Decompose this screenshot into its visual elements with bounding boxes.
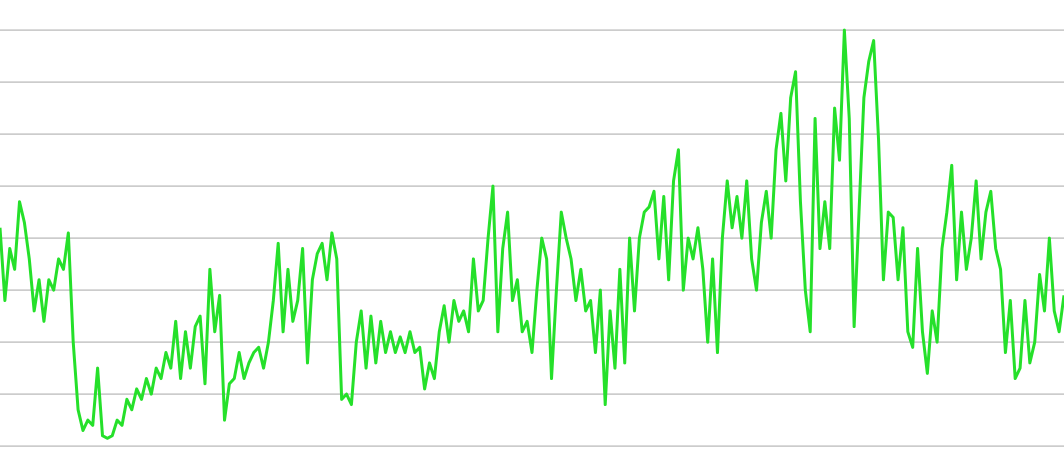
- data-line: [0, 28, 1064, 440]
